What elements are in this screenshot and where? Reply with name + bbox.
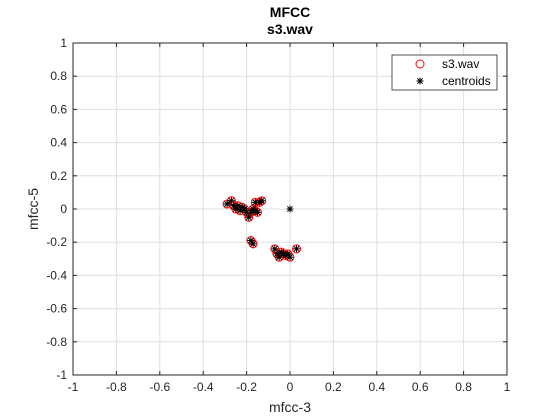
- y-tick-label: -0.2: [46, 235, 67, 249]
- chart-title: MFCC: [270, 4, 310, 20]
- asterisk-stroke: [287, 206, 293, 212]
- x-tick-label: 0.6: [412, 380, 429, 394]
- data-point-centroid: [286, 205, 294, 213]
- asterisk-stroke: [284, 250, 291, 257]
- legend-asterisk-marker: [416, 77, 424, 85]
- x-tick-label: -0.2: [236, 380, 257, 394]
- y-tick-label: 0.6: [50, 102, 67, 116]
- asterisk-stroke: [228, 197, 235, 204]
- data-point-centroid: [223, 200, 231, 208]
- x-tick-label: -0.6: [149, 380, 170, 394]
- x-tick-label: 0.8: [455, 380, 472, 394]
- data-point-s3-wav: [248, 239, 258, 249]
- y-axis-label: mfcc-5: [25, 188, 41, 230]
- chart-subtitle: s3.wav: [267, 21, 313, 37]
- tick-labels: -1 -0.8 -0.6 -0.4 -0.2 0 0.2 0.4 0.6 0.8 1 -1 -0.8 -0…: [46, 36, 510, 394]
- data-point-centroid: [293, 245, 301, 253]
- y-tick-label: -0.6: [46, 302, 67, 316]
- data-point-centroid: [253, 208, 261, 216]
- y-tick-label: -1: [56, 368, 67, 382]
- y-tick-label: -0.8: [46, 335, 67, 349]
- y-tick-label: 0.4: [50, 136, 67, 150]
- legend-entry-s3-wav: s3.wav: [442, 57, 479, 71]
- x-tick-label: 0: [287, 380, 294, 394]
- asterisk-stroke: [230, 202, 237, 209]
- x-tick-label: -0.8: [106, 380, 127, 394]
- x-tick-label: 1: [504, 380, 511, 394]
- asterisk-stroke: [417, 78, 423, 84]
- x-tick-label: 0.4: [368, 380, 385, 394]
- asterisk-stroke: [224, 201, 231, 207]
- legend-box: [391, 54, 498, 91]
- y-tick-label: 0.8: [50, 69, 67, 83]
- data-point-centroid: [258, 197, 266, 205]
- data-points: [222, 196, 302, 262]
- y-tick-label: 0.2: [50, 169, 67, 183]
- plot-border: [72, 42, 508, 376]
- asterisk-stroke: [234, 202, 241, 209]
- legend-circle-marker: [415, 59, 425, 69]
- data-point-centroid: [286, 253, 294, 261]
- x-tick-label: 0.2: [325, 380, 342, 394]
- asterisk-stroke: [293, 245, 300, 252]
- asterisk-stroke: [271, 245, 278, 252]
- asterisk-stroke: [247, 237, 254, 244]
- x-axis-label: mfcc-3: [269, 399, 311, 415]
- asterisk-stroke: [241, 206, 248, 212]
- legend-marker-asterisk: [416, 77, 424, 85]
- y-tick-label: 0: [60, 202, 67, 216]
- legend-marker-circle: [415, 59, 425, 69]
- asterisk-stroke: [254, 209, 261, 216]
- data-point-centroid: [249, 240, 257, 248]
- asterisk-stroke: [252, 199, 259, 206]
- data-point-s3-wav: [292, 244, 302, 254]
- legend-entry-centroids: centroids: [442, 74, 491, 88]
- y-tick-label: -0.4: [46, 268, 67, 282]
- asterisk-stroke: [287, 254, 293, 261]
- x-tick-label: -1: [68, 380, 79, 394]
- x-tick-label: -0.4: [193, 380, 214, 394]
- asterisk-stroke: [250, 240, 257, 247]
- data-point-s3-wav: [244, 212, 254, 222]
- y-tick-label: 1: [60, 36, 67, 50]
- asterisk-stroke: [243, 209, 250, 216]
- legend: s3.wav centroids: [391, 54, 498, 91]
- asterisk-stroke: [258, 197, 265, 204]
